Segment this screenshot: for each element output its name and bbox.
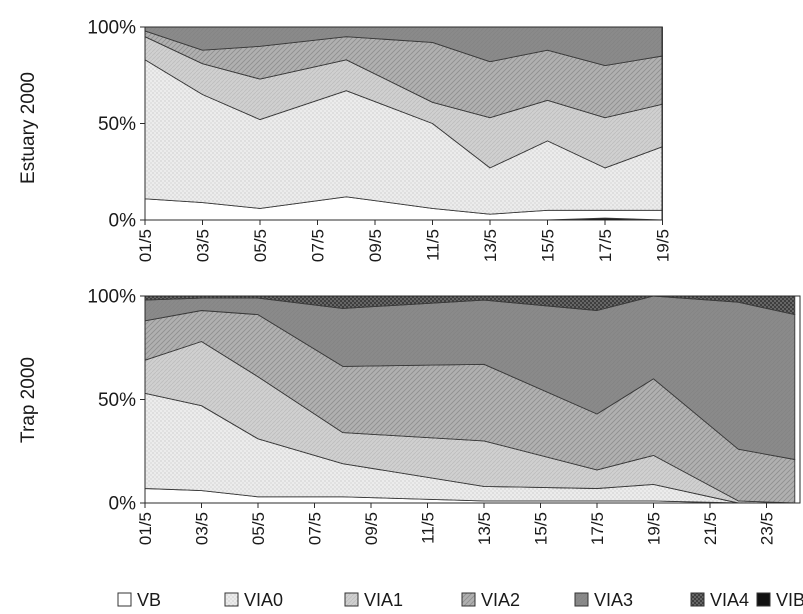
- legend-swatch: [756, 592, 771, 607]
- estuary-axes: 0% 50% 100% 01/5 03/5 05/5 07/5 09/5 11/5 13/5 15/…: [87, 18, 672, 263]
- legend-swatch: [574, 592, 589, 607]
- x-tick-label: 13/5: [475, 512, 494, 545]
- legend-item-via4: VIA4: [690, 590, 749, 610]
- x-tick-label: 03/5: [193, 512, 212, 545]
- y-tick-label: 50%: [98, 114, 136, 135]
- x-tick-label: 19/5: [645, 512, 664, 545]
- legend-label: VIA4: [710, 590, 749, 610]
- x-tick-label: 09/5: [362, 512, 381, 545]
- trap-y-axis-label: Trap 2000: [18, 357, 39, 443]
- x-tick-label: 05/5: [251, 229, 270, 262]
- x-tick-label: 17/5: [596, 229, 615, 262]
- legend: VB VIA0 VIA1 VIA2 VIA3 VIA4 VIB: [117, 590, 803, 610]
- legend-label: VIB: [776, 590, 803, 610]
- x-tick-label: 23/5: [758, 512, 777, 545]
- legend-item-via2: VIA2: [461, 590, 520, 610]
- legend-label: VB: [137, 590, 161, 610]
- x-tick-label: 21/5: [701, 512, 720, 545]
- trap-chart: Trap 2000 0% 50% 100% 01/5 03/5 05/5 07/5 09/5 1…: [18, 287, 801, 545]
- x-tick-label: 07/5: [309, 229, 328, 262]
- estuary-y-axis-label: Estuary 2000: [18, 72, 39, 184]
- y-tick-label: 100%: [87, 18, 136, 39]
- x-tick-label: 03/5: [194, 229, 213, 262]
- x-tick-label: 09/5: [366, 229, 385, 262]
- x-tick-label: 07/5: [306, 512, 325, 545]
- legend-label: VIA2: [481, 590, 520, 610]
- x-tick-label: 15/5: [539, 229, 558, 262]
- legend-label: VIA3: [594, 590, 633, 610]
- legend-label: VIA0: [244, 590, 283, 610]
- legend-item-via0: VIA0: [224, 590, 283, 610]
- x-tick-label: 11/5: [424, 229, 443, 261]
- legend-swatch: [224, 592, 239, 607]
- x-tick-label: 15/5: [532, 512, 551, 545]
- y-tick-label: 0%: [109, 494, 137, 515]
- trap-axes: 0% 50% 100% 01/5 03/5 05/5 07/5 09/5 11/5 13/5 15/…: [87, 287, 801, 545]
- y-tick-label: 0%: [109, 211, 137, 232]
- legend-item-vib: VIB: [756, 590, 803, 610]
- legend-item-vb: VB: [117, 590, 161, 610]
- legend-swatch: [690, 592, 705, 607]
- x-tick-label: 11/5: [419, 512, 438, 544]
- estuary-areas: [144, 26, 663, 221]
- x-tick-label: 01/5: [136, 229, 155, 262]
- trap-areas: [144, 295, 796, 504]
- legend-item-via1: VIA1: [344, 590, 403, 610]
- legend-swatch: [117, 592, 132, 607]
- estuary-chart: Estuary 2000 0% 50% 100% 01/5 03/5 05/5 07/5 09…: [18, 18, 673, 263]
- y-tick-label: 50%: [98, 390, 136, 411]
- x-tick-label: 13/5: [481, 229, 500, 262]
- legend-item-via3: VIA3: [574, 590, 633, 610]
- x-tick-label: 01/5: [136, 512, 155, 545]
- x-tick-label: 19/5: [654, 229, 673, 262]
- legend-swatch: [344, 592, 359, 607]
- legend-swatch: [461, 592, 476, 607]
- x-tick-label: 05/5: [249, 512, 268, 545]
- legend-label: VIA1: [364, 590, 403, 610]
- y-tick-label: 100%: [87, 287, 136, 308]
- x-tick-label: 17/5: [588, 512, 607, 545]
